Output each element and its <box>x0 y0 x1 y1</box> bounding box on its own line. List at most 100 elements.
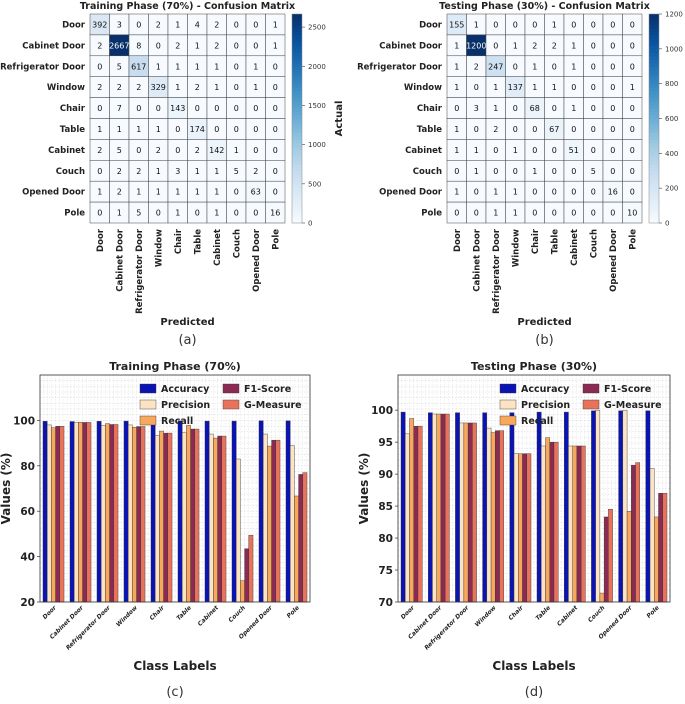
cm-train-cell-label: 2 <box>195 83 200 92</box>
cm-test-col-label-table: Table <box>550 229 560 254</box>
bar-test-bar-pole-recall <box>654 516 659 603</box>
bar-train-bar-table-precision <box>181 432 187 603</box>
cm-test-cell-label: 0 <box>454 209 459 218</box>
cm-train-colorbar-tick-label: 2000 <box>308 63 326 71</box>
bar-train-y-tick-label: 80 <box>20 461 35 473</box>
cm-test-colorbar-segment <box>649 34 659 39</box>
cm-test-row-label-cabinet-door: Cabinet Door <box>379 41 443 51</box>
cm-test-colorbar-segment <box>649 62 659 67</box>
cm-train-cell-label: 0 <box>253 104 258 113</box>
cm-train-cell-label: 0 <box>253 146 258 155</box>
cm-test-colorbar-segment <box>649 209 659 214</box>
cm-train-cell-label: 1 <box>195 41 200 50</box>
cm-test-colorbar-tick-label: 400 <box>665 150 678 158</box>
cm-test-colorbar-segment <box>649 174 659 179</box>
bar-train-x-tick-label-pole: Pole <box>286 604 301 619</box>
bar-test-bar-table-recall <box>545 437 550 603</box>
bar-train-bar-window-f1-score <box>136 426 142 603</box>
bar-train-x-tick-label-cabinet: Cabinet <box>197 604 221 628</box>
cm-test-cell-label: 0 <box>610 209 615 218</box>
bar-test-bar-couch-accuracy <box>591 410 596 603</box>
cm-train-colorbar-segment <box>292 188 302 193</box>
bar-test-bar-window-accuracy <box>482 412 488 603</box>
cm-test-cell-label: 1200 <box>466 41 486 50</box>
cm-train-colorbar-segment <box>292 184 302 189</box>
bar-test-y-tick-label: 80 <box>378 533 393 545</box>
cm-train-colorbar-segment <box>292 212 302 217</box>
bar-test-x-tick-label-cabinet: Cabinet <box>556 604 580 628</box>
cm-test-colorbar-segment <box>649 17 659 22</box>
cm-train-cell-label: 8 <box>136 41 141 50</box>
bar-train-xlabel: Class Labels <box>133 659 216 673</box>
bar-test-bar-cabinet-accuracy <box>563 411 569 603</box>
cm-train-col-label-door: Door <box>96 228 106 252</box>
cm-train-colorbar-segment <box>292 195 302 200</box>
cm-train-cell-label: 1 <box>156 125 161 134</box>
bar-train-bar-chair-f1-score <box>163 432 169 603</box>
cm-test-row-label-couch: Couch <box>413 167 442 177</box>
bar-train-legend-swatch-f1-score <box>222 383 240 394</box>
cm-test-cell-label: 0 <box>532 146 537 155</box>
bar-train-bar-couch-recall <box>240 580 245 603</box>
bar-train-bar-pole-precision <box>289 445 295 603</box>
cm-test-cell-label: 0 <box>532 125 537 134</box>
cm-train-col-label-cabinet-door: Cabinet Door <box>115 228 125 292</box>
bar-train-y-tick-label: 40 <box>20 552 35 564</box>
bar-test-legend-swatch-f1-score <box>582 383 600 394</box>
bar-train-bar-refrigerator-door-recall <box>105 423 110 603</box>
cm-test-colorbar-segment <box>649 24 659 29</box>
bar-train-legend-swatch-g-measure <box>222 399 240 410</box>
cm-train-colorbar-segment <box>292 20 302 26</box>
cm-train-cell-label: 0 <box>273 62 278 71</box>
cm-train-colorbar-segment <box>292 87 302 92</box>
cm-train-colorbar-segment <box>292 62 302 67</box>
cm-train-cell-label: 2 <box>136 83 141 92</box>
cm-train-cell-label: 143 <box>170 104 185 113</box>
bar-test-bar-cabinet-recall <box>572 445 578 603</box>
cm-train-colorbar-segment <box>292 31 302 36</box>
cm-train-colorbar-segment <box>292 121 302 127</box>
bar-test-y-tick-label: 75 <box>378 565 393 577</box>
cm-test-cell-label: 1 <box>493 188 498 197</box>
cm-train-cell-label: 0 <box>175 146 180 155</box>
cm-train-colorbar-segment <box>292 27 302 33</box>
cm-train-cell-label: 1 <box>273 20 278 29</box>
cm-train-colorbar-segment <box>292 139 302 144</box>
bar-train-frame <box>39 374 311 603</box>
cm-test-cell-label: 0 <box>571 188 576 197</box>
cm-test-cell-label: 0 <box>474 209 479 218</box>
cm-train-cell-label: 0 <box>234 62 239 71</box>
bar-train-legend-swatch-recall <box>139 415 157 426</box>
cm-train-colorbar-segment <box>292 216 302 221</box>
cm-test-cell-label: 0 <box>610 104 615 113</box>
cm-test-cell-label: 68 <box>530 104 540 113</box>
bar-test-bar-door-accuracy <box>400 411 406 603</box>
cm-train-cell-label: 1 <box>175 209 180 218</box>
cm-train-colorbar-segment <box>292 170 302 175</box>
cm-test-row-label-opened-door: Opened Door <box>379 188 443 198</box>
bar-train-bar-cabinet-f1-score <box>217 435 223 603</box>
bar-test-bar-refrigerator-door-g-measure <box>472 422 477 603</box>
bar-train-bar-couch-f1-score <box>244 548 250 603</box>
cm-test-colorbar-segment <box>649 115 659 120</box>
cm-train-colorbar-segment <box>292 55 302 60</box>
bar-test-x-tick-label-window: Window <box>474 604 498 628</box>
cm-test-cell-label: 0 <box>610 41 615 50</box>
cm-train-cell-label: 617 <box>131 62 146 71</box>
cm-train-colorbar-segment <box>292 38 302 43</box>
bar-train-bar-pole-f1-score <box>298 474 304 603</box>
bar-test-bar-opened-door-precision <box>622 409 628 603</box>
bar-test-bar-couch-g-measure <box>608 509 613 603</box>
bar-train-bar-window-g-measure <box>140 426 146 603</box>
cm-test-cell-label: 1 <box>571 104 576 113</box>
bar-train-bar-cabinet-door-f1-score <box>82 422 88 603</box>
cm-train-cell-label: 1 <box>97 125 102 134</box>
cm-test-xlabel: Predicted <box>517 317 571 328</box>
cm-test-cell-label: 0 <box>610 83 615 92</box>
cm-test-colorbar-segment <box>649 45 659 50</box>
cm-train-cell-label: 2667 <box>109 41 129 50</box>
cm-test-colorbar-segment <box>649 170 659 175</box>
bar-test-bar-opened-door-f1-score <box>631 464 636 603</box>
bar-train-bar-refrigerator-door-g-measure <box>113 424 119 603</box>
